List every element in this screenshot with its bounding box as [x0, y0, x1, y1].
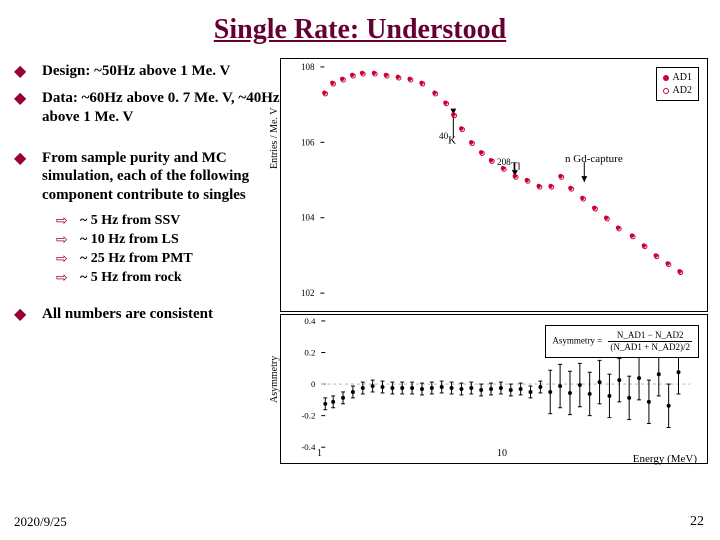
x-tick-label: 1	[317, 448, 322, 459]
sub-bullet-item: ⇨ ~ 5 Hz from SSV	[56, 213, 280, 230]
bullet-text: Design: ~50Hz above 1 Me. V	[42, 62, 280, 81]
legend-item: AD2	[663, 85, 692, 96]
chart-annotation: 208Tl	[497, 157, 521, 173]
formula-box: Asymmetry = N_AD1 − N_AD2 (N_AD1 + N_AD2…	[545, 325, 699, 358]
formula-prefix: Asymmetry =	[552, 335, 602, 345]
bullet-text: From sample purity and MC simulation, ea…	[42, 149, 280, 205]
spacer	[14, 289, 280, 305]
chart-annotation: 40K	[439, 131, 456, 147]
legend-label: AD2	[673, 85, 692, 96]
formula-denominator: (N_AD1 + N_AD2)/2	[608, 342, 692, 353]
page-number: 22	[690, 514, 704, 530]
chart-legend: AD1 AD2	[656, 67, 699, 101]
sub-bullet-item: ⇨ ~ 25 Hz from PMT	[56, 251, 280, 268]
bullet-text: Data: ~60Hz above 0. 7 Me. V, ~40Hz abov…	[42, 89, 280, 127]
y-axis-label: Entries / Me. V	[269, 108, 280, 169]
page-title: Single Rate: Understood	[0, 0, 720, 54]
sub-bullet-text: ~ 25 Hz from PMT	[80, 251, 193, 268]
sub-bullet-list: ⇨ ~ 5 Hz from SSV ⇨ ~ 10 Hz from LS ⇨ ~ …	[56, 213, 280, 287]
bullet-item: ◆ All numbers are consistent	[14, 305, 280, 324]
svg-text:-0.4: -0.4	[301, 442, 316, 452]
svg-text:106: 106	[301, 137, 315, 147]
bullet-item: ◆ Data: ~60Hz above 0. 7 Me. V, ~40Hz ab…	[14, 89, 280, 127]
arrow-bullet-icon: ⇨	[56, 232, 80, 249]
sub-bullet-item: ⇨ ~ 10 Hz from LS	[56, 232, 280, 249]
bullet-item: ◆ Design: ~50Hz above 1 Me. V	[14, 62, 280, 81]
diamond-bullet-icon: ◆	[14, 89, 42, 127]
bullet-text: All numbers are consistent	[42, 305, 280, 324]
bullet-list: ◆ Design: ~50Hz above 1 Me. V ◆ Data: ~6…	[0, 54, 280, 494]
bullet-item: ◆ From sample purity and MC simulation, …	[14, 149, 280, 205]
x-axis-label: Energy (MeV)	[633, 453, 697, 465]
spectrum-chart: Entries / Me. V AD1 AD2 102104106108 40K…	[280, 58, 708, 312]
legend-item: AD1	[663, 72, 692, 83]
chart-annotation: n Gd-capture	[565, 153, 623, 165]
diamond-bullet-icon: ◆	[14, 149, 42, 205]
formula-numerator: N_AD1 − N_AD2	[608, 330, 692, 342]
legend-label: AD1	[673, 72, 692, 83]
svg-text:-0.2: -0.2	[301, 411, 315, 421]
svg-text:108: 108	[301, 62, 315, 72]
footer-date: 2020/9/25	[14, 514, 67, 530]
chart-svg: 102 104 106 108	[281, 59, 707, 311]
charts-column: Entries / Me. V AD1 AD2 102104106108 40K…	[280, 54, 720, 494]
svg-text:0.4: 0.4	[304, 316, 316, 326]
x-tick-label: 10	[497, 448, 507, 459]
arrow-bullet-icon: ⇨	[56, 251, 80, 268]
y-axis-label: Asymmetry	[269, 356, 280, 403]
content-area: ◆ Design: ~50Hz above 1 Me. V ◆ Data: ~6…	[0, 54, 720, 494]
sub-bullet-text: ~ 10 Hz from LS	[80, 232, 179, 249]
spacer	[14, 135, 280, 149]
svg-text:0.2: 0.2	[304, 347, 315, 357]
legend-marker-icon	[663, 75, 669, 81]
arrow-bullet-icon: ⇨	[56, 270, 80, 287]
sub-bullet-text: ~ 5 Hz from rock	[80, 270, 182, 287]
arrow-bullet-icon: ⇨	[56, 213, 80, 230]
svg-text:104: 104	[301, 213, 315, 223]
svg-text:102: 102	[301, 288, 314, 298]
legend-marker-icon	[663, 88, 669, 94]
svg-text:0: 0	[311, 379, 316, 389]
sub-bullet-text: ~ 5 Hz from SSV	[80, 213, 180, 230]
diamond-bullet-icon: ◆	[14, 305, 42, 324]
asymmetry-chart: Asymmetry Asymmetry = N_AD1 − N_AD2 (N_A…	[280, 314, 708, 464]
diamond-bullet-icon: ◆	[14, 62, 42, 81]
sub-bullet-item: ⇨ ~ 5 Hz from rock	[56, 270, 280, 287]
